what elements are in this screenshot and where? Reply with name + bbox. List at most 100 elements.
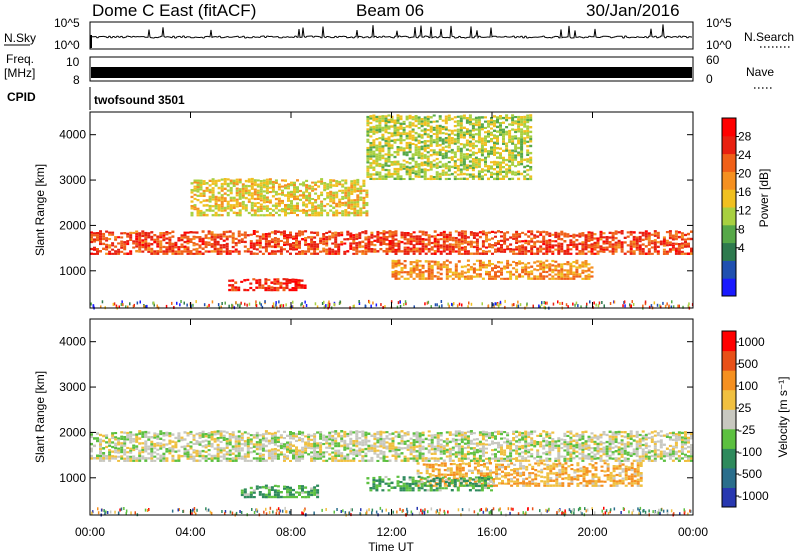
power-cell [268,233,271,236]
power-cell [212,192,215,194]
power-cell [406,135,409,137]
power-cell [338,212,341,214]
power-cell [263,214,266,216]
power-cell [500,278,503,280]
power-cell [455,263,458,265]
power-cell [421,120,424,122]
power-cell [526,125,529,127]
vel-cell [407,440,410,442]
vel-cell [202,433,205,435]
power-cell [358,232,361,234]
power-cell [482,264,485,266]
power-cell [427,116,430,118]
power-cell [197,186,200,188]
power-cell [96,239,99,241]
power-cell [551,247,554,249]
vel-cell [352,442,355,444]
power-cell [194,188,197,190]
vel-cell [310,435,313,437]
vel-cell [482,460,485,462]
power-cell [418,116,421,118]
power-cell [407,232,410,234]
power-cell [687,238,690,241]
power-cell [257,196,260,198]
vel-cell [461,436,464,438]
vel-cell [244,460,247,462]
power-cell [305,195,308,197]
power-cell [681,232,684,234]
vel-cell [153,435,156,437]
power-cell [410,248,413,250]
vel-cell [150,436,153,438]
power-cell [427,160,430,162]
power-cell [569,270,572,273]
power-cell [323,187,326,189]
power-cell [334,232,337,234]
power-cell [257,208,260,210]
power-cell [317,181,320,183]
power-cell [457,133,460,135]
power-cell [618,240,621,242]
power-cell [482,243,485,246]
power-cell [332,179,335,182]
power-cell [275,301,277,304]
power-cell [539,245,542,247]
vel-cell [199,441,202,443]
power-cell [425,243,428,245]
vel-cell [150,441,153,443]
power-cell [224,178,227,180]
power-cell [403,303,405,306]
power-cell [187,240,190,242]
power-cell [428,250,431,252]
power-cell [277,243,280,245]
power-cell [542,238,545,240]
power-cell [526,174,529,176]
power-cell [560,266,563,268]
power-cell [560,233,563,235]
power-cell [439,118,442,120]
vel-cell [389,443,392,445]
power-cell [500,248,503,250]
power-cell [295,285,298,287]
power-cell [666,240,669,242]
power-cell [301,280,304,282]
power-cell [317,195,320,197]
vel-cell [235,436,238,438]
power-cell [458,248,461,250]
power-cell [458,243,461,245]
power-cell [410,263,413,265]
power-cell [618,244,621,246]
vel-cell [129,452,132,454]
power-cell [511,124,514,126]
power-cell [404,253,407,255]
power-cell [99,243,102,246]
power-cell [266,190,269,192]
power-cell [262,235,265,237]
power-cell [337,232,340,234]
vel-cell [340,460,343,463]
power-cell [527,240,530,243]
power-cell [427,136,430,138]
vel-cell [235,450,238,452]
power-cell [221,207,224,209]
power-cell [243,279,246,281]
power-cell [503,266,506,268]
power-cell [431,253,434,255]
vel-cell [123,442,126,444]
vel-cell [217,451,220,453]
vel-cell [265,433,268,435]
power-cell [654,250,657,252]
vel-cell [223,454,226,456]
power-cell [538,305,540,308]
power-cell [376,231,379,233]
power-cell [418,148,421,150]
power-cell [144,236,147,238]
power-cell [238,239,241,241]
power-cell [197,214,200,216]
power-cell [397,170,400,172]
power-cell [322,240,325,242]
power-cell [440,244,443,246]
power-cell [496,173,499,175]
vel-cell [144,460,147,462]
vel-cell [135,438,138,440]
